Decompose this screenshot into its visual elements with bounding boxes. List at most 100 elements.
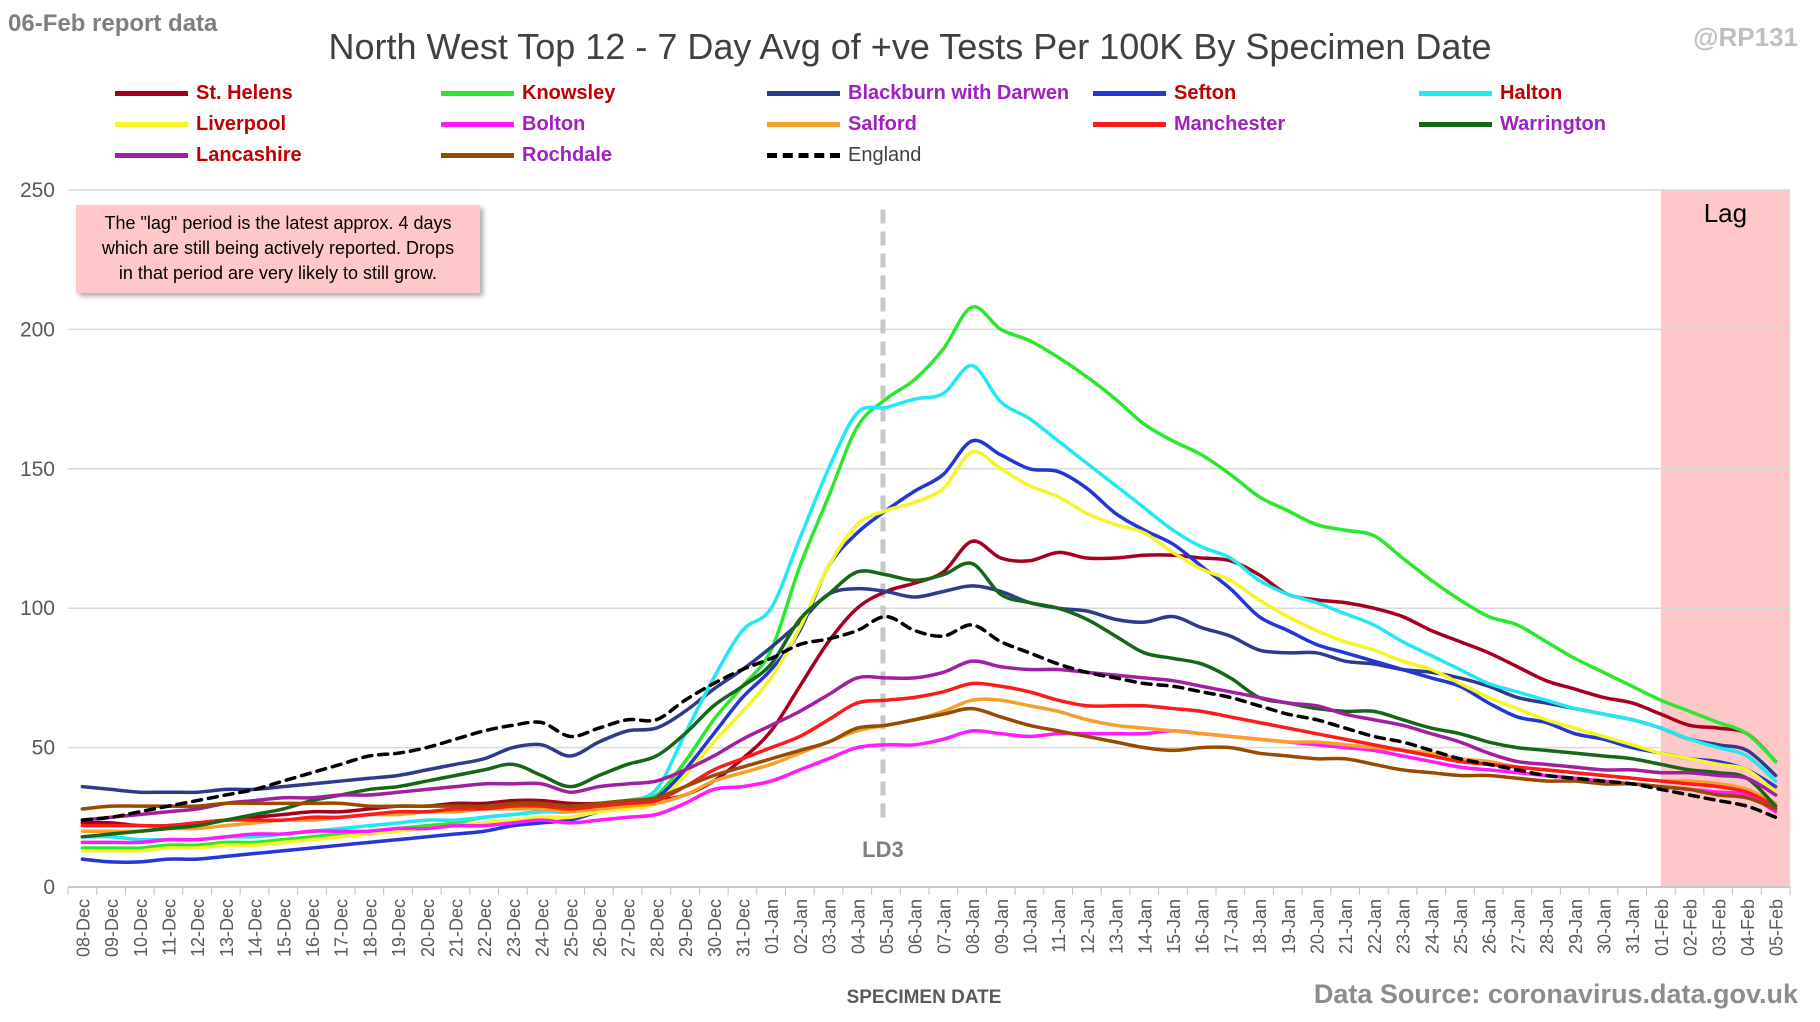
y-tick-label: 100: [20, 597, 55, 620]
x-tick-label: 29-Jan: [1566, 899, 1586, 954]
x-tick-label: 04-Jan: [848, 899, 868, 954]
x-tick-label: 22-Jan: [1365, 899, 1385, 954]
x-tick-label: 25-Dec: [561, 899, 581, 957]
x-tick-label: 29-Dec: [676, 899, 696, 957]
x-tick-label: 27-Jan: [1508, 899, 1528, 954]
legend-item-lancashire: Lancashire: [115, 140, 302, 170]
series-line-sefton: [80, 438, 1778, 865]
series-line-warrington: [80, 561, 1778, 839]
x-tick-label: 16-Jan: [1193, 899, 1213, 954]
y-tick-label: 0: [43, 876, 55, 899]
legend-swatch: [441, 152, 514, 158]
report-date-label: 06-Feb report data: [8, 10, 218, 37]
x-tick-label: 21-Jan: [1336, 899, 1356, 954]
legend-label: Warrington: [1500, 112, 1606, 135]
data-source-label: Data Source: coronavirus.data.gov.uk: [1313, 979, 1798, 1009]
x-tick-label: 21-Dec: [446, 899, 466, 957]
x-tick-label: 24-Dec: [533, 899, 553, 957]
x-tick-label: 22-Dec: [475, 899, 495, 957]
y-tick-label: 200: [20, 318, 55, 341]
legend-swatch: [1093, 121, 1166, 127]
x-tick-label: 11-Dec: [159, 899, 179, 956]
legend-label: Bolton: [522, 112, 586, 135]
legend-swatch: [767, 90, 840, 96]
x-tick-label: 13-Dec: [217, 899, 237, 957]
legend-item-england: England: [767, 140, 921, 170]
legend-item-st-helens: St. Helens: [115, 78, 293, 108]
x-tick-label: 19-Dec: [389, 899, 409, 957]
x-tick-label: 05-Feb: [1767, 899, 1787, 956]
x-tick-label: 20-Dec: [418, 899, 438, 957]
x-tick-label: 02-Jan: [791, 899, 811, 954]
x-tick-label: 30-Dec: [705, 899, 725, 957]
legend-label: Liverpool: [196, 112, 287, 135]
legend-item-salford: Salford: [767, 109, 917, 139]
lag-note-line-2: which are still being actively reported.…: [101, 238, 455, 258]
x-tick-label: 12-Dec: [188, 899, 208, 957]
x-tick-label: 17-Jan: [1221, 899, 1241, 954]
x-tick-label: 01-Feb: [1652, 899, 1672, 956]
x-tick-label: 10-Dec: [131, 899, 151, 957]
legend-item-rochdale: Rochdale: [441, 140, 612, 170]
legend-swatch: [1093, 90, 1166, 96]
x-tick-label: 14-Jan: [1135, 899, 1155, 954]
legend-label: Blackburn with Darwen: [848, 81, 1070, 104]
x-tick-label: 14-Dec: [246, 899, 266, 957]
x-tick-label: 10-Jan: [1020, 899, 1040, 954]
series-line-rochdale: [80, 706, 1778, 811]
legend-label: Halton: [1500, 81, 1563, 104]
y-tick-label: 150: [20, 458, 55, 481]
lag-note-line-1: The "lag" period is the latest approx. 4…: [104, 213, 452, 233]
x-tick-label: 24-Jan: [1422, 899, 1442, 954]
legend-swatch: [1419, 121, 1492, 127]
x-tick-label: 09-Dec: [102, 899, 122, 957]
x-tick-label: 09-Jan: [992, 899, 1012, 954]
legend-item-manchester: Manchester: [1093, 109, 1285, 139]
legend-swatch: [767, 121, 840, 127]
x-tick-label: 08-Jan: [963, 899, 983, 954]
series-line-manchester: [80, 681, 1778, 828]
lag-label: Lag: [1704, 198, 1747, 228]
legend-item-warrington: Warrington: [1419, 109, 1606, 139]
legend-label: Sefton: [1174, 81, 1237, 104]
legend-item-knowsley: Knowsley: [441, 78, 615, 108]
series-line-liverpool: [80, 449, 1778, 853]
x-tick-label: 26-Dec: [590, 899, 610, 957]
series-line-blackburn-with-darwen: [80, 584, 1778, 795]
legend-swatch: [115, 90, 188, 96]
legend-item-halton: Halton: [1419, 78, 1562, 108]
lag-note: The "lag" period is the latest approx. 4…: [76, 205, 480, 293]
legend-label: England: [848, 143, 922, 166]
x-tick-label: 03-Jan: [820, 899, 840, 954]
x-tick-label: 25-Jan: [1451, 899, 1471, 954]
x-tick-label: 31-Jan: [1623, 899, 1643, 954]
x-tick-label: 11-Jan: [1049, 899, 1069, 953]
x-axis-label: SPECIMEN DATE: [847, 987, 1002, 1008]
x-tick-label: 28-Dec: [647, 899, 667, 957]
x-tick-label: 20-Jan: [1307, 899, 1327, 954]
series-line-salford: [80, 697, 1778, 834]
x-tick-label: 19-Jan: [1279, 899, 1299, 954]
legend-label: Manchester: [1174, 112, 1286, 135]
ld3-label: LD3: [862, 837, 904, 862]
x-tick-label: 27-Dec: [619, 899, 639, 957]
x-tick-label: 13-Jan: [1107, 899, 1127, 954]
lag-note-line-3: in that period are very likely to still …: [118, 263, 438, 283]
x-tick-label: 04-Feb: [1738, 899, 1758, 956]
x-tick-label: 26-Jan: [1480, 899, 1500, 954]
x-tick-label: 03-Feb: [1709, 899, 1729, 956]
x-tick-label: 15-Jan: [1164, 899, 1184, 954]
legend-label: Rochdale: [522, 143, 613, 166]
x-tick-label: 05-Jan: [877, 899, 897, 954]
author-handle: @RP131: [1693, 22, 1798, 52]
series-line-halton: [80, 363, 1778, 842]
y-tick-label: 250: [20, 179, 55, 202]
legend-item-liverpool: Liverpool: [115, 109, 286, 139]
legend-item-blackburn-with-darwen: Blackburn with Darwen: [767, 78, 1069, 108]
x-tick-label: 18-Jan: [1250, 899, 1270, 954]
x-tick-label: 07-Jan: [934, 899, 954, 954]
legend-swatch: [441, 90, 514, 96]
x-tick-label: 23-Jan: [1394, 899, 1414, 954]
x-tick-label: 23-Dec: [504, 899, 524, 957]
